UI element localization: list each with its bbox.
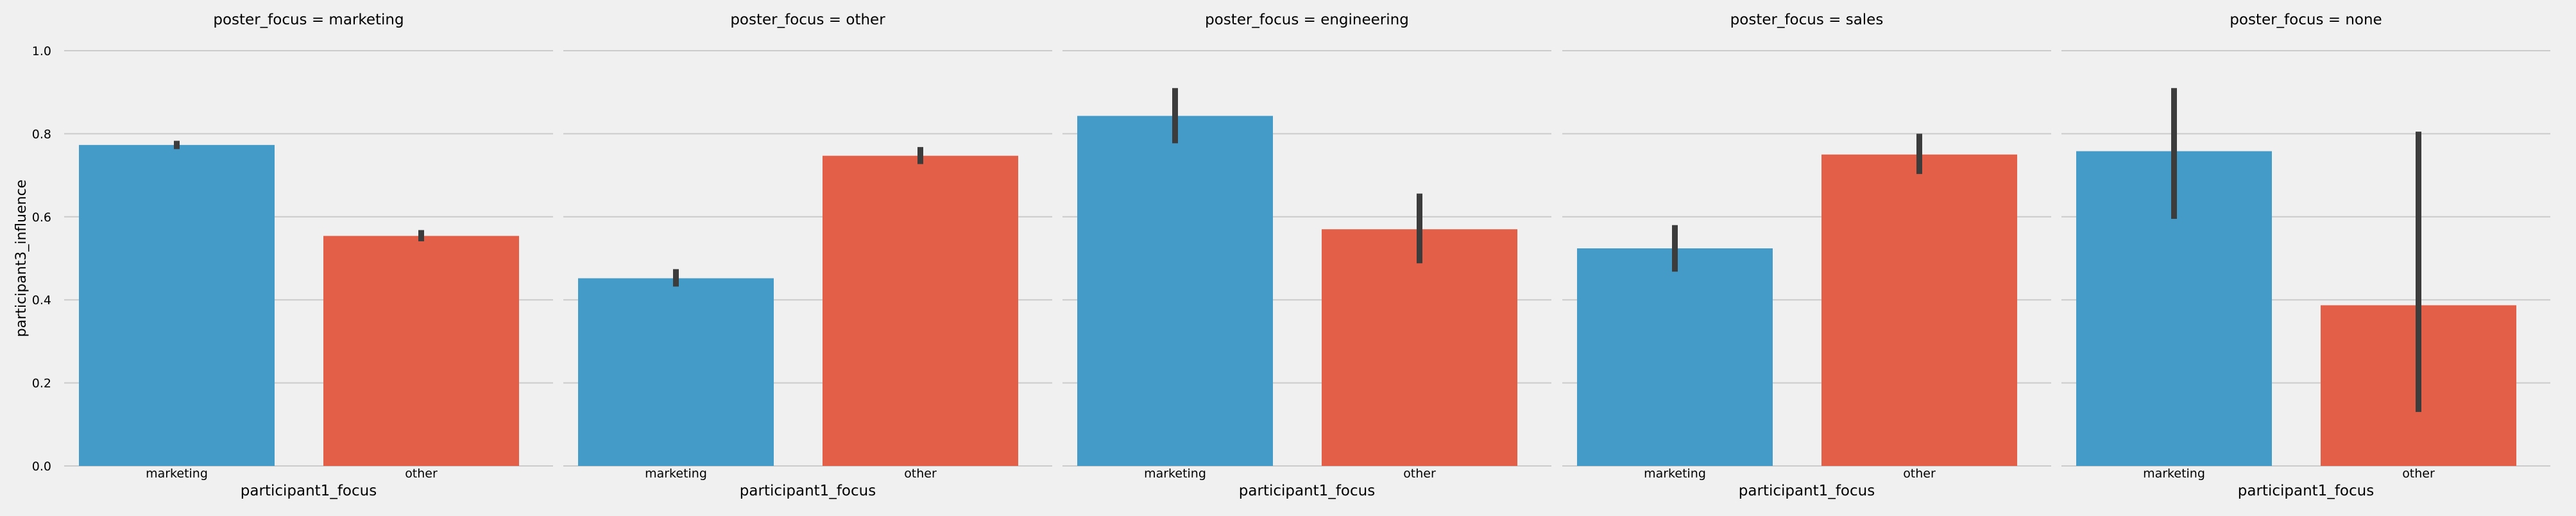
bar-other [1821,154,2017,466]
y-tick-label: 1.0 [32,44,51,58]
x-tick-label: other [904,467,937,481]
x-axis-label: participant1_focus [241,483,377,499]
x-tick-label: other [1403,467,1436,481]
y-tick-label: 0.8 [32,127,51,141]
bar-other [323,236,519,466]
facet-title: poster_focus = none [2230,12,2382,28]
y-tick-label: 0.0 [32,460,51,474]
bar-marketing [1077,116,1273,467]
facet-panel: poster_focus = engineering marketing other… [1062,12,1551,499]
x-tick-label: marketing [2143,467,2205,481]
x-axis-label: participant1_focus [1239,483,1375,499]
x-tick-label: other [2402,467,2435,481]
facet-panel: poster_focus = sales marketing other partic… [1562,12,2051,499]
x-axis-label: participant1_focus [740,483,876,499]
y-tick-label: 0.2 [32,377,51,391]
facet-panel: poster_focus = other marketing other partic… [563,12,1052,499]
facet-panel: poster_focus = none marketing other partici… [2061,12,2550,499]
x-tick-label: marketing [645,467,707,481]
bar-other [1322,229,1517,466]
x-axis-label: participant1_focus [2238,483,2374,499]
facet-title: poster_focus = other [730,12,885,28]
x-axis-label: participant1_focus [1739,483,1875,499]
bar-marketing [1577,248,1773,466]
facet-title: poster_focus = engineering [1205,12,1409,28]
x-tick-label: marketing [1644,467,1706,481]
bar-marketing [79,144,275,466]
x-tick-label: marketing [146,467,208,481]
y-tick-label: 0.6 [32,211,51,225]
x-tick-label: other [1903,467,1936,481]
y-tick-label: 0.4 [32,293,51,307]
x-tick-label: marketing [1144,467,1206,481]
bar-marketing [578,278,774,466]
x-tick-label: other [405,467,438,481]
facet-title: poster_focus = sales [1730,12,1884,28]
bar-other [823,155,1018,467]
y-axis-label: participant3_influence [13,180,30,337]
facet-title: poster_focus = marketing [213,12,404,28]
facet-panel: poster_focus = marketing marketing other pa… [64,12,553,499]
